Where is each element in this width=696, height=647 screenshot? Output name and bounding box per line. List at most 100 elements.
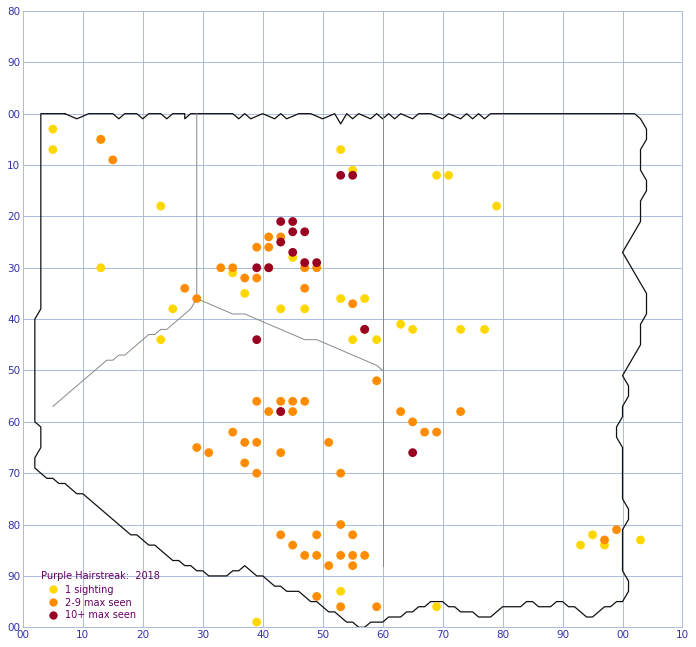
Point <box>347 530 358 540</box>
Point <box>479 324 490 334</box>
Point <box>443 170 454 181</box>
Point <box>431 170 442 181</box>
Legend: 1 sighting, 2-9 max seen, 10+ max seen: 1 sighting, 2-9 max seen, 10+ max seen <box>41 583 139 622</box>
Point <box>407 324 418 334</box>
Point <box>311 550 322 560</box>
Point <box>371 334 382 345</box>
Point <box>359 324 370 334</box>
Point <box>251 617 262 628</box>
Point <box>335 550 346 560</box>
Point <box>263 263 274 273</box>
Point <box>155 201 166 212</box>
Point <box>395 406 406 417</box>
Point <box>155 334 166 345</box>
Point <box>359 550 370 560</box>
Point <box>287 252 299 263</box>
Point <box>287 540 299 551</box>
Point <box>431 602 442 612</box>
Point <box>407 417 418 427</box>
Point <box>107 155 118 165</box>
Point <box>635 535 646 545</box>
Point <box>287 406 299 417</box>
Point <box>359 293 370 303</box>
Point <box>275 448 286 458</box>
Point <box>347 165 358 175</box>
Point <box>335 602 346 612</box>
Point <box>587 530 598 540</box>
Point <box>263 263 274 273</box>
Point <box>299 263 310 273</box>
Point <box>335 468 346 478</box>
Point <box>263 406 274 417</box>
Point <box>287 226 299 237</box>
Point <box>191 293 203 303</box>
Point <box>227 263 238 273</box>
Point <box>359 324 370 334</box>
Point <box>299 226 310 237</box>
Point <box>455 406 466 417</box>
Point <box>275 406 286 417</box>
Point <box>167 303 178 314</box>
Point <box>47 124 58 134</box>
Point <box>275 216 286 226</box>
Point <box>347 560 358 571</box>
Point <box>263 242 274 252</box>
Point <box>299 396 310 406</box>
Point <box>263 232 274 242</box>
Point <box>599 535 610 545</box>
Point <box>95 134 106 144</box>
Point <box>239 273 251 283</box>
Point <box>419 427 430 437</box>
Point <box>299 303 310 314</box>
Point <box>227 268 238 278</box>
Point <box>335 144 346 155</box>
Point <box>95 134 106 144</box>
Point <box>227 427 238 437</box>
Point <box>323 437 334 448</box>
Text: Purple Hairstreak:  2018: Purple Hairstreak: 2018 <box>41 571 159 581</box>
Point <box>47 144 58 155</box>
Point <box>251 334 262 345</box>
Point <box>203 448 214 458</box>
Point <box>251 437 262 448</box>
Point <box>179 283 190 294</box>
Point <box>335 170 346 181</box>
Point <box>275 396 286 406</box>
Point <box>491 201 502 212</box>
Point <box>299 283 310 294</box>
Point <box>215 263 226 273</box>
Point <box>599 540 610 551</box>
Point <box>347 550 358 560</box>
Point <box>275 530 286 540</box>
Point <box>371 602 382 612</box>
Point <box>371 375 382 386</box>
Point <box>311 263 322 273</box>
Point <box>299 550 310 560</box>
Point <box>275 303 286 314</box>
Point <box>95 263 106 273</box>
Point <box>251 468 262 478</box>
Point <box>275 237 286 247</box>
Point <box>347 298 358 309</box>
Point <box>431 427 442 437</box>
Point <box>455 324 466 334</box>
Point <box>335 293 346 303</box>
Point <box>251 273 262 283</box>
Point <box>335 520 346 530</box>
Point <box>611 525 622 535</box>
Point <box>335 586 346 597</box>
Point <box>239 437 251 448</box>
Point <box>395 319 406 329</box>
Point <box>251 263 262 273</box>
Point <box>239 457 251 468</box>
Point <box>323 560 334 571</box>
Point <box>311 530 322 540</box>
Point <box>311 258 322 268</box>
Point <box>299 258 310 268</box>
Point <box>347 170 358 181</box>
Point <box>251 396 262 406</box>
Point <box>575 540 586 551</box>
Point <box>407 448 418 458</box>
Point <box>287 247 299 258</box>
Point <box>347 334 358 345</box>
